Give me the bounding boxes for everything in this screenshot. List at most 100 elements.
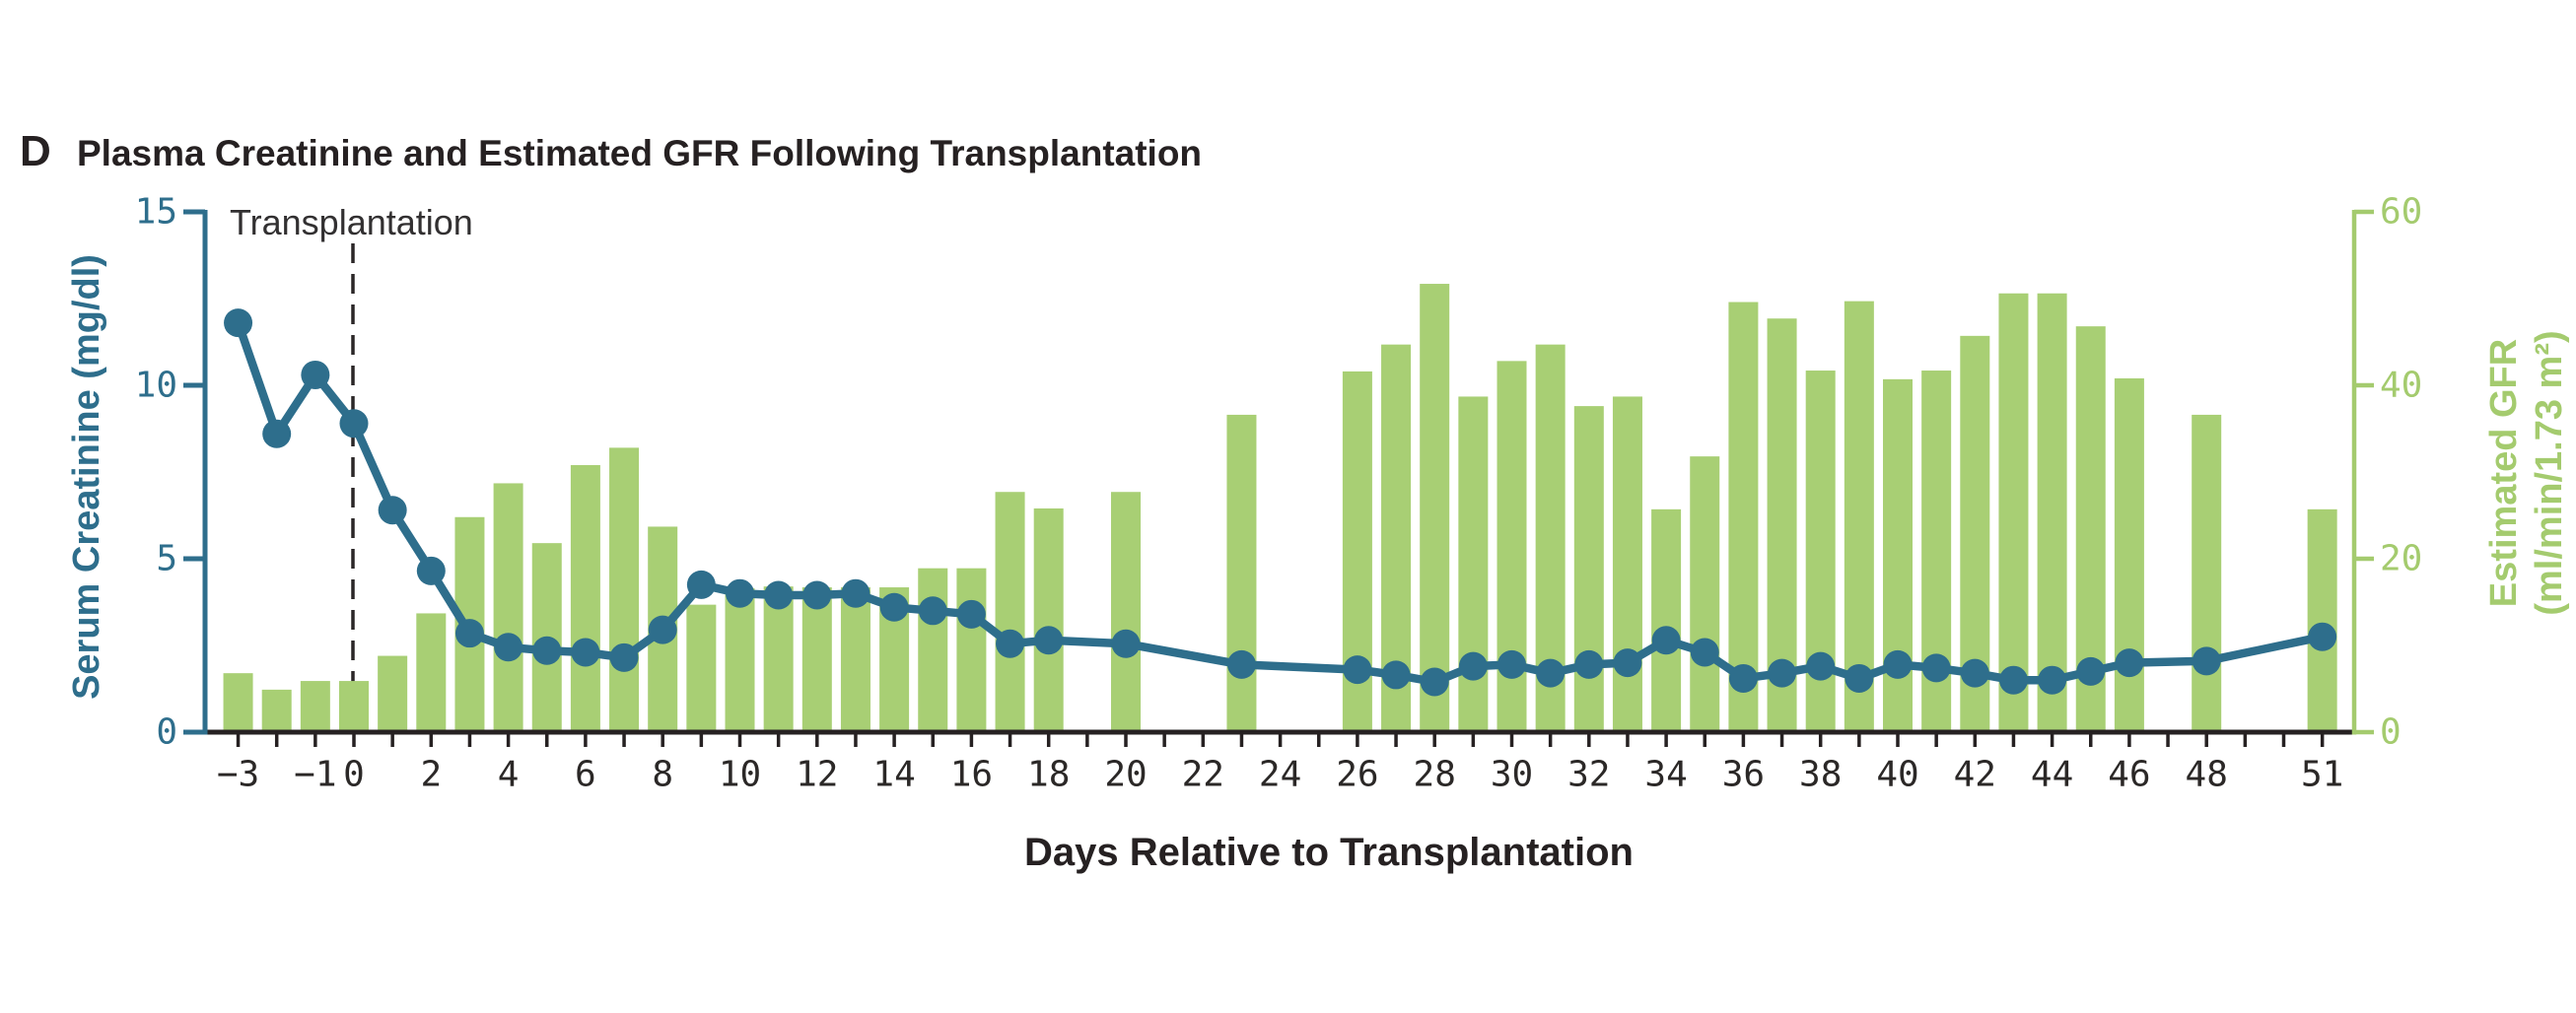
creatinine-point xyxy=(1420,667,1449,697)
gfr-bar xyxy=(995,492,1025,732)
creatinine-point xyxy=(1806,651,1836,681)
gfr-bar xyxy=(2114,377,2144,732)
gfr-bar xyxy=(801,587,832,732)
x-tick-label: 12 xyxy=(796,755,838,795)
creatinine-point xyxy=(2076,656,2106,686)
creatinine-point xyxy=(1574,649,1604,679)
gfr-bar xyxy=(416,613,447,732)
creatinine-point xyxy=(1111,629,1141,658)
gfr-bar xyxy=(725,587,755,732)
creatinine-point xyxy=(2115,648,2144,678)
gfr-bar xyxy=(1111,492,1141,732)
left-axis-tick-label: 5 xyxy=(156,539,177,579)
gfr-bar xyxy=(2037,293,2067,732)
creatinine-point xyxy=(686,570,716,599)
x-tick-label: 30 xyxy=(1491,755,1533,795)
x-tick-label: 10 xyxy=(719,755,761,795)
x-tick-label: 16 xyxy=(950,755,993,795)
right-axis-tick-label: 40 xyxy=(2380,366,2422,406)
plot-area: −3 −1 0 2 4 6 8 10 12 14 16 18 20 22 24 26 28 30 32 34 36 38 4… xyxy=(135,192,2423,795)
creatinine-point xyxy=(378,496,407,525)
creatinine-point xyxy=(1883,649,1913,679)
gfr-bar xyxy=(2192,414,2222,732)
creatinine-point xyxy=(262,419,292,448)
x-tick-label: 8 xyxy=(652,755,673,795)
x-tick-label: 0 xyxy=(343,755,365,795)
creatinine-point xyxy=(1998,665,2028,695)
creatinine-point xyxy=(956,599,986,629)
gfr-bar xyxy=(1651,508,1682,732)
right-axis-tick-label: 60 xyxy=(2380,192,2422,233)
x-tick-label: −1 xyxy=(294,755,336,795)
x-tick-label: 46 xyxy=(2108,755,2150,795)
x-tick-label: 6 xyxy=(575,755,596,795)
gfr-bar xyxy=(918,568,948,732)
right-axis-title-line1: Estimated GFR xyxy=(2483,339,2525,607)
gfr-bar xyxy=(1033,507,1064,732)
panel-label: D xyxy=(20,127,51,175)
transplantation-label: Transplantation xyxy=(230,202,473,242)
gfr-bar xyxy=(686,604,717,732)
creatinine-point xyxy=(1768,658,1797,688)
x-axis-title: Days Relative to Transplantation xyxy=(1024,831,1634,874)
creatinine-point xyxy=(726,578,754,608)
creatinine-point xyxy=(648,615,677,644)
gfr-bar xyxy=(840,587,870,732)
creatinine-point xyxy=(494,633,523,662)
x-tick-label: 18 xyxy=(1027,755,1070,795)
creatinine-point xyxy=(339,409,369,439)
right-axis-tick-label: 20 xyxy=(2380,539,2422,579)
gfr-bar xyxy=(1420,284,1450,732)
creatinine-point xyxy=(918,596,947,626)
creatinine-point xyxy=(1034,626,1064,655)
creatinine-point xyxy=(1845,663,1874,693)
gfr-bar xyxy=(1728,302,1759,732)
gfr-bar xyxy=(1998,293,2029,732)
gfr-bar xyxy=(763,586,794,732)
gfr-bar xyxy=(2307,508,2337,732)
x-tick-label: 14 xyxy=(872,755,915,795)
left-axis-title: Serum Creatinine (mg/dl) xyxy=(66,254,107,700)
x-tick-label: 34 xyxy=(1644,755,1687,795)
creatinine-point xyxy=(1651,626,1681,655)
left-axis-tick-label: 15 xyxy=(135,192,177,233)
creatinine-point xyxy=(1613,648,1642,678)
x-tick-label: 42 xyxy=(1954,755,1996,795)
gfr-bar xyxy=(378,655,408,732)
x-tick-label: 48 xyxy=(2186,755,2228,795)
creatinine-point xyxy=(571,638,600,667)
gfr-bar xyxy=(1612,396,1642,732)
creatinine-point xyxy=(1728,663,1758,693)
gfr-bar xyxy=(570,464,600,732)
gfr-bar xyxy=(1883,378,1913,732)
creatinine-point xyxy=(2038,665,2067,695)
creatinine-point xyxy=(1690,638,1719,667)
gfr-bar xyxy=(493,483,523,732)
x-tick-label: 32 xyxy=(1567,755,1610,795)
creatinine-point xyxy=(2308,622,2337,651)
gfr-bar xyxy=(956,568,987,732)
figure-title: Plasma Creatinine and Estimated GFR Foll… xyxy=(77,133,1202,173)
creatinine-point xyxy=(1921,653,1951,683)
x-tick-label: 38 xyxy=(1799,755,1842,795)
x-tick-label: 51 xyxy=(2301,755,2343,795)
gfr-bar xyxy=(1573,406,1604,732)
creatinine-point xyxy=(301,360,330,389)
creatinine-point xyxy=(802,580,832,610)
x-tick-label: 40 xyxy=(1876,755,1918,795)
right-axis-tick-label: 0 xyxy=(2380,712,2402,753)
creatinine-point xyxy=(1226,649,1256,679)
creatinine-point xyxy=(1343,655,1372,685)
gfr-bar xyxy=(300,681,330,732)
creatinine-point xyxy=(1458,651,1488,681)
right-axis-title-line2: (ml/min/1.73 m²) xyxy=(2529,330,2570,615)
creatinine-point xyxy=(1497,649,1526,679)
creatinine-point xyxy=(532,636,562,665)
gfr-bar xyxy=(1844,301,1874,732)
gfr-bar xyxy=(339,681,369,732)
x-tick-label: 2 xyxy=(420,755,442,795)
x-tick-label: 44 xyxy=(2031,755,2073,795)
creatinine-point xyxy=(764,580,794,610)
